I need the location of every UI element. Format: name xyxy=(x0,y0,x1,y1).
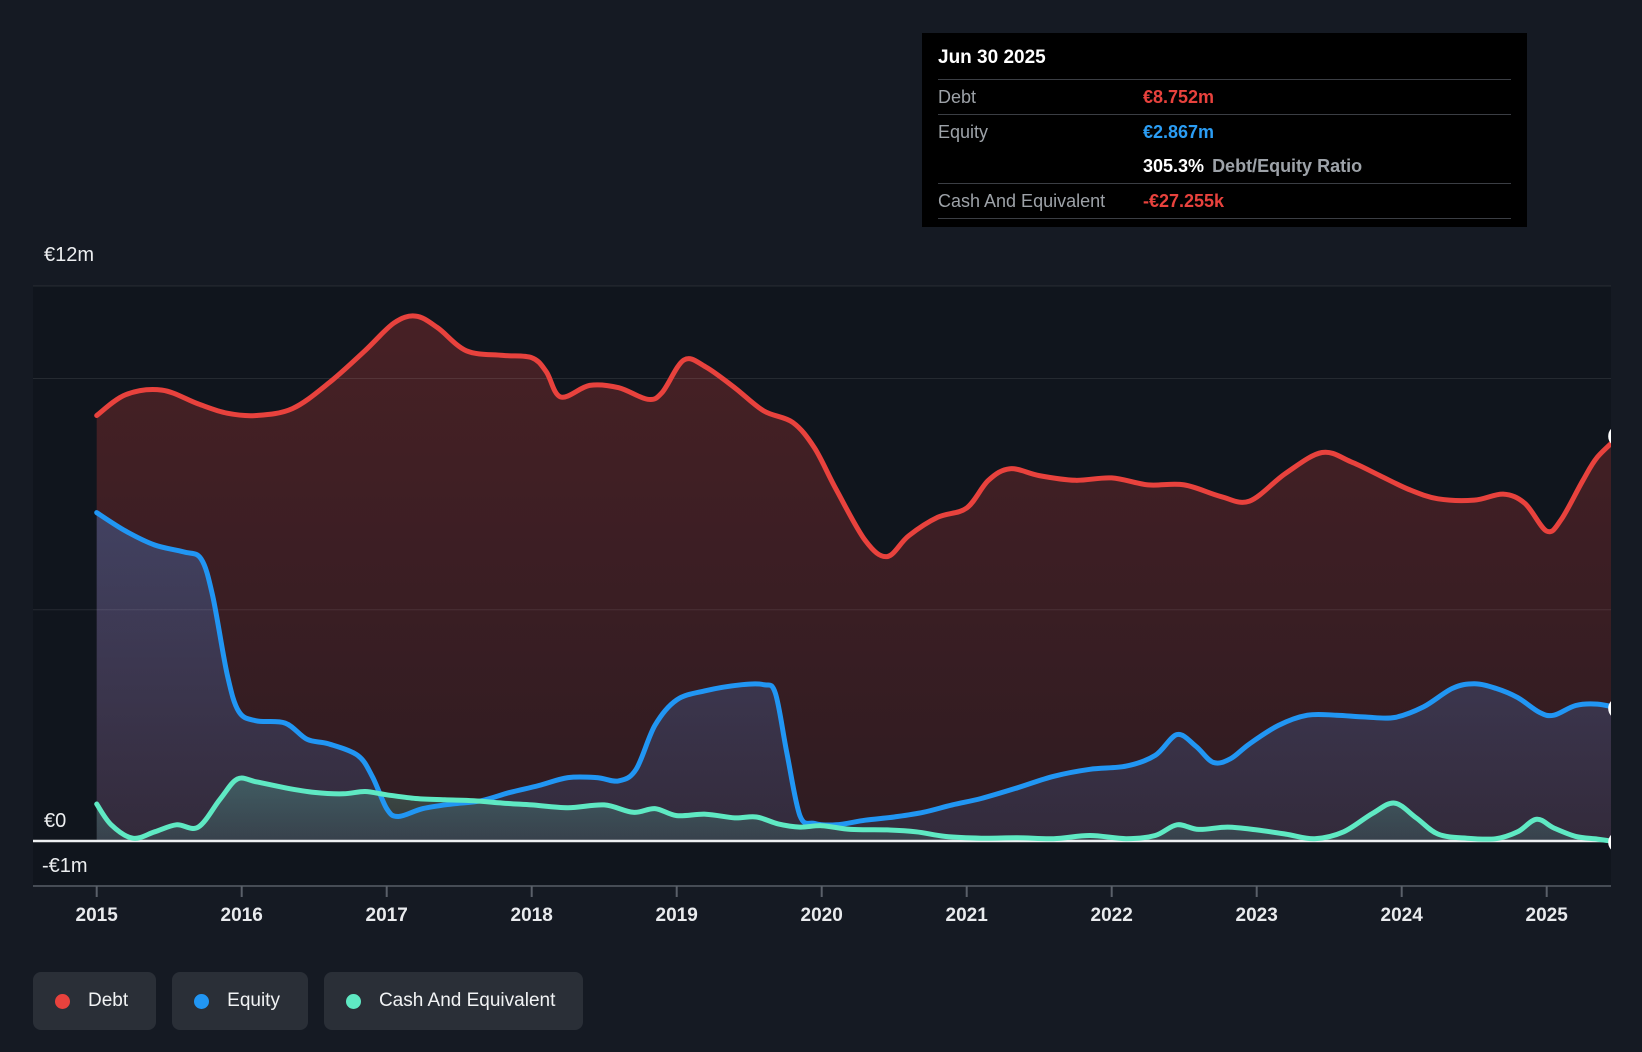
debt-line[interactable] xyxy=(94,313,1620,560)
equity-color-dot-icon xyxy=(194,993,210,1009)
x-axis-year-label: 2019 xyxy=(656,905,698,926)
x-axis-year-label: 2015 xyxy=(76,905,119,926)
cash-endpoint-marker[interactable] xyxy=(1608,833,1629,852)
tooltip-debt-label: Debt xyxy=(938,86,977,107)
chart-tooltip: Jun 30 2025 Debt €8.752m Equity €2.867m … xyxy=(922,33,1527,227)
x-axis-year-label: 2018 xyxy=(511,905,553,926)
legend-item-cash[interactable]: Cash And Equivalent xyxy=(323,972,584,1030)
cash-area xyxy=(96,778,1611,842)
legend-item-debt[interactable]: Debt xyxy=(33,972,157,1030)
x-axis-year-label: 2017 xyxy=(366,905,408,926)
tooltip-debt-value: €8.752m xyxy=(1143,86,1215,107)
tooltip-equity-value: €2.867m xyxy=(1143,121,1215,142)
y-axis-label-neg1m: -€1m xyxy=(42,855,88,877)
chart-legend: Debt Equity Cash And Equivalent xyxy=(33,972,584,1030)
tooltip-cash-value: -€27.255k xyxy=(1143,190,1225,211)
tooltip-cash-label: Cash And Equivalent xyxy=(938,190,1106,211)
tooltip-date: Jun 30 2025 xyxy=(938,45,1511,80)
legend-debt-label: Debt xyxy=(88,990,129,1011)
cash-color-dot-icon xyxy=(345,993,361,1009)
cash-line[interactable] xyxy=(94,775,1620,844)
x-axis-year-label: 2025 xyxy=(1526,905,1569,926)
debt-endpoint-marker[interactable] xyxy=(1608,427,1629,446)
x-axis-year-label: 2016 xyxy=(221,905,263,926)
tooltip-ratio-label: Debt/Equity Ratio xyxy=(1212,155,1363,176)
debt-color-dot-icon xyxy=(55,993,70,1009)
debt-area xyxy=(96,315,1611,841)
tooltip-row-equity: Equity €2.867m xyxy=(938,115,1511,149)
equity-line[interactable] xyxy=(94,510,1620,828)
tooltip-row-debt: Debt €8.752m xyxy=(938,80,1511,115)
tooltip-ratio-value: 305.3% xyxy=(1143,155,1205,176)
y-axis-label-0: €0 xyxy=(44,810,66,832)
equity-endpoint-marker[interactable] xyxy=(1608,699,1629,718)
x-axis-year-label: 2022 xyxy=(1091,905,1133,926)
y-axis-label-12m: €12m xyxy=(44,244,94,266)
legend-item-equity[interactable]: Equity xyxy=(172,972,308,1030)
x-axis-year-label: 2021 xyxy=(946,905,989,926)
legend-cash-label: Cash And Equivalent xyxy=(378,990,556,1011)
legend-equity-label: Equity xyxy=(227,990,280,1011)
x-axis-year-label: 2023 xyxy=(1236,905,1278,926)
tooltip-row-ratio: 305.3% Debt/Equity Ratio xyxy=(938,149,1511,184)
x-axis-year-label: 2020 xyxy=(801,905,843,926)
tooltip-row-cash: Cash And Equivalent -€27.255k xyxy=(938,184,1511,219)
tooltip-equity-label: Equity xyxy=(938,121,989,142)
x-axis-year-label: 2024 xyxy=(1381,905,1424,926)
